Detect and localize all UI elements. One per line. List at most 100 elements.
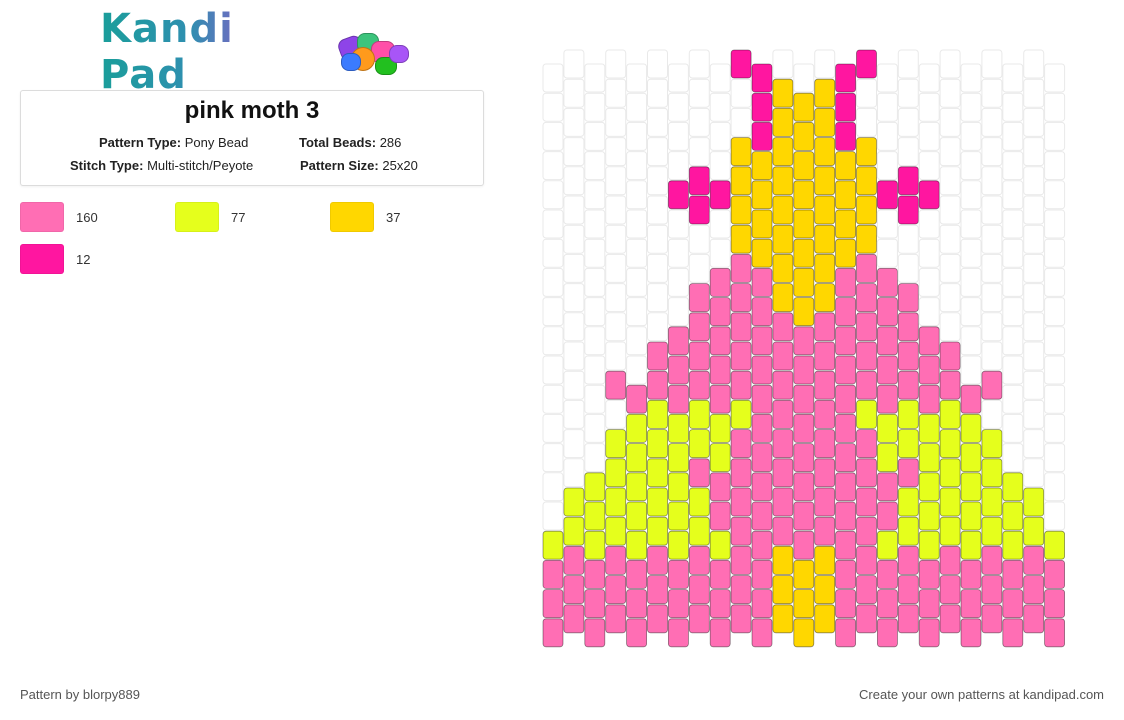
- empty-bead-slot[interactable]: [584, 63, 606, 93]
- empty-bead-slot[interactable]: [542, 180, 564, 210]
- empty-bead-slot[interactable]: [960, 297, 982, 327]
- bead[interactable]: [730, 137, 752, 167]
- empty-bead-slot[interactable]: [667, 121, 689, 151]
- bead[interactable]: [981, 458, 1003, 488]
- empty-bead-slot[interactable]: [563, 312, 585, 342]
- bead[interactable]: [605, 546, 627, 575]
- bead[interactable]: [542, 530, 564, 560]
- empty-bead-slot[interactable]: [918, 297, 940, 327]
- empty-bead-slot[interactable]: [584, 151, 606, 181]
- bead[interactable]: [668, 472, 689, 502]
- empty-bead-slot[interactable]: [939, 224, 961, 254]
- bead[interactable]: [835, 560, 856, 589]
- bead[interactable]: [730, 49, 752, 79]
- empty-bead-slot[interactable]: [981, 283, 1003, 313]
- empty-bead-slot[interactable]: [626, 297, 648, 327]
- bead[interactable]: [856, 49, 877, 79]
- bead[interactable]: [793, 560, 815, 589]
- color-swatch[interactable]: 160: [20, 202, 98, 232]
- bead[interactable]: [981, 370, 1003, 400]
- bead[interactable]: [647, 604, 668, 634]
- empty-bead-slot[interactable]: [1023, 107, 1045, 137]
- bead[interactable]: [584, 501, 606, 531]
- bead[interactable]: [814, 546, 836, 575]
- empty-bead-slot[interactable]: [1044, 355, 1066, 385]
- empty-bead-slot[interactable]: [939, 137, 961, 167]
- bead[interactable]: [688, 341, 710, 371]
- bead[interactable]: [688, 604, 710, 634]
- bead[interactable]: [877, 501, 898, 531]
- empty-bead-slot[interactable]: [584, 326, 606, 356]
- bead[interactable]: [647, 458, 668, 488]
- empty-bead-slot[interactable]: [667, 63, 689, 93]
- empty-bead-slot[interactable]: [981, 253, 1003, 283]
- empty-bead-slot[interactable]: [584, 443, 606, 473]
- bead[interactable]: [751, 355, 773, 385]
- empty-bead-slot[interactable]: [918, 92, 940, 122]
- bead[interactable]: [1002, 589, 1024, 618]
- bead[interactable]: [897, 487, 919, 517]
- color-swatch[interactable]: 77: [175, 202, 245, 232]
- bead[interactable]: [709, 384, 731, 414]
- bead[interactable]: [1023, 487, 1045, 517]
- bead[interactable]: [772, 137, 794, 167]
- bead[interactable]: [793, 238, 815, 268]
- empty-bead-slot[interactable]: [563, 137, 585, 167]
- empty-bead-slot[interactable]: [1044, 472, 1066, 502]
- bead[interactable]: [981, 516, 1003, 546]
- empty-bead-slot[interactable]: [960, 209, 982, 239]
- empty-bead-slot[interactable]: [584, 355, 606, 385]
- bead[interactable]: [584, 560, 606, 589]
- empty-bead-slot[interactable]: [647, 312, 668, 342]
- bead[interactable]: [709, 472, 731, 502]
- bead[interactable]: [730, 458, 752, 488]
- bead[interactable]: [605, 487, 627, 517]
- empty-bead-slot[interactable]: [897, 78, 919, 108]
- bead[interactable]: [668, 530, 689, 560]
- empty-bead-slot[interactable]: [960, 267, 982, 297]
- empty-bead-slot[interactable]: [626, 238, 648, 268]
- bead[interactable]: [730, 370, 752, 400]
- bead[interactable]: [730, 166, 752, 196]
- empty-bead-slot[interactable]: [584, 384, 606, 414]
- bead[interactable]: [835, 238, 856, 268]
- empty-bead-slot[interactable]: [667, 92, 689, 122]
- bead[interactable]: [751, 151, 773, 181]
- bead[interactable]: [793, 384, 815, 414]
- empty-bead-slot[interactable]: [542, 63, 564, 93]
- empty-bead-slot[interactable]: [939, 283, 961, 313]
- empty-bead-slot[interactable]: [667, 238, 689, 268]
- bead[interactable]: [772, 516, 794, 546]
- empty-bead-slot[interactable]: [1002, 151, 1024, 181]
- bead[interactable]: [772, 575, 794, 604]
- empty-bead-slot[interactable]: [584, 267, 606, 297]
- bead[interactable]: [542, 560, 564, 589]
- empty-bead-slot[interactable]: [563, 253, 585, 283]
- bead[interactable]: [856, 195, 877, 225]
- empty-bead-slot[interactable]: [584, 209, 606, 239]
- empty-bead-slot[interactable]: [918, 63, 940, 93]
- bead[interactable]: [856, 399, 877, 429]
- bead[interactable]: [814, 370, 836, 400]
- bead[interactable]: [856, 546, 877, 575]
- bead[interactable]: [856, 253, 877, 283]
- bead[interactable]: [1023, 516, 1045, 546]
- bead[interactable]: [793, 589, 815, 618]
- bead[interactable]: [563, 604, 585, 634]
- empty-bead-slot[interactable]: [730, 107, 752, 137]
- empty-bead-slot[interactable]: [626, 151, 648, 181]
- bead[interactable]: [647, 516, 668, 546]
- empty-bead-slot[interactable]: [1044, 63, 1066, 93]
- empty-bead-slot[interactable]: [1044, 121, 1066, 151]
- bead[interactable]: [981, 604, 1003, 634]
- empty-bead-slot[interactable]: [1002, 209, 1024, 239]
- empty-bead-slot[interactable]: [960, 92, 982, 122]
- empty-bead-slot[interactable]: [981, 195, 1003, 225]
- empty-bead-slot[interactable]: [667, 297, 689, 327]
- bead[interactable]: [668, 355, 689, 385]
- empty-bead-slot[interactable]: [1023, 166, 1045, 196]
- bead[interactable]: [1002, 618, 1024, 648]
- empty-bead-slot[interactable]: [1044, 151, 1066, 181]
- bead[interactable]: [730, 253, 752, 283]
